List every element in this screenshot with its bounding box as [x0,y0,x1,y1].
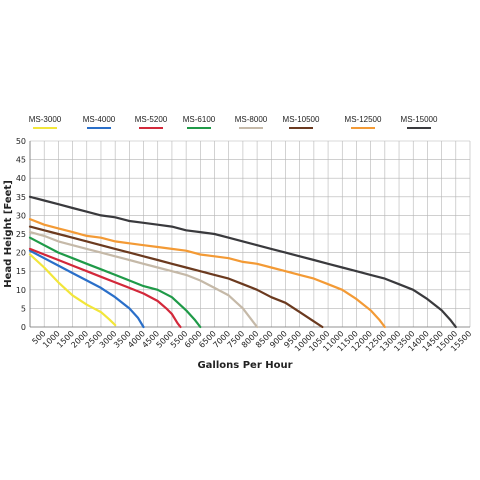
legend-label-ms-6100: MS-6100 [182,115,216,124]
legend-swatch-ms-12500 [351,127,375,129]
legend-label-ms-12500: MS-12500 [344,115,382,124]
series-lines [28,195,457,329]
y-tick-label: 20 [16,249,26,258]
chart-grid [29,140,471,328]
series-line-ms-10500 [28,225,324,329]
y-tick-label: 35 [16,193,26,202]
series-line-ms-4000 [28,249,145,329]
legend-item-ms-15000: MS-15000 [394,115,444,129]
legend-item-ms-4000: MS-4000 [74,115,124,129]
y-axis-ticks: 0 5 10 15 20 25 30 35 40 45 50 [16,137,26,332]
y-axis-title: Head Height [Feet] [3,180,14,288]
y-tick-label: 10 [16,286,26,295]
legend-swatch-ms-4000 [87,127,111,129]
legend-item-ms-5200: MS-5200 [126,115,176,129]
series-line-ms-15000 [28,195,457,329]
legend-item-ms-8000: MS-8000 [226,115,276,129]
x-axis-title: Gallons Per Hour [197,360,292,371]
y-tick-label: 5 [21,304,26,313]
legend-label-ms-10500: MS-10500 [282,115,320,124]
y-tick-label: 15 [16,267,26,276]
y-tick-label: 30 [16,211,26,220]
legend-label-ms-4000: MS-4000 [82,115,116,124]
legend-swatch-ms-5200 [139,127,163,129]
legend-item-ms-6100: MS-6100 [174,115,224,129]
series-line-ms-6100 [28,236,202,329]
legend-swatch-ms-6100 [187,127,211,129]
series-line-ms-8000 [28,231,259,329]
legend-label-ms-15000: MS-15000 [400,115,438,124]
y-tick-label: 50 [16,137,26,146]
legend-swatch-ms-3000 [33,127,57,129]
legend-label-ms-3000: MS-3000 [28,115,62,124]
legend-swatch-ms-10500 [289,127,313,129]
legend-label-ms-8000: MS-8000 [234,115,268,124]
legend-swatch-ms-15000 [407,127,431,129]
series-line-ms-3000 [28,253,117,327]
legend-swatch-ms-8000 [239,127,263,129]
y-tick-label: 45 [16,156,26,165]
series-line-ms-5200 [28,247,182,329]
y-tick-label: 40 [16,174,26,183]
legend-label-ms-5200: MS-5200 [134,115,168,124]
y-tick-label: 25 [16,230,26,239]
legend-item-ms-3000: MS-3000 [20,115,70,129]
series-line-ms-12500 [28,218,386,329]
legend-item-ms-10500: MS-10500 [276,115,326,129]
legend-item-ms-12500: MS-12500 [338,115,388,129]
y-tick-label: 0 [21,323,26,332]
x-axis-ticks: 5001000150020002500300035004000450050005… [30,329,473,353]
